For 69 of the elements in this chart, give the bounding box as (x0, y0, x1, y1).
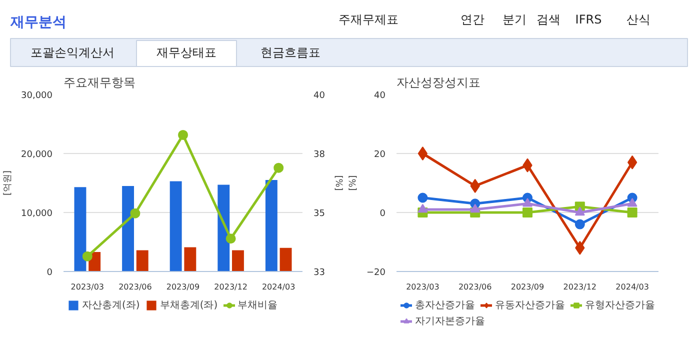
bar (218, 184, 230, 272)
x-tick-label: 2023/09 (166, 282, 200, 292)
point (418, 146, 428, 160)
legend-label: 자산총계(좌) (82, 299, 140, 312)
chart-title: 자산성장성지표 (396, 76, 480, 90)
text: 연간 (460, 12, 484, 26)
text: 검색 (536, 12, 560, 26)
point (418, 204, 428, 213)
bar (136, 250, 148, 272)
text: 주재무제표 (338, 12, 398, 26)
point (522, 208, 532, 218)
x-tick-label: 2023/03 (406, 282, 440, 292)
x-tick-label: 2023/06 (458, 282, 492, 292)
legend-label: 부채총계(좌) (160, 299, 218, 312)
y2-tick-label: 35 (314, 209, 325, 220)
text: 산식 (626, 12, 650, 26)
y-tick-label: 0 (46, 268, 53, 278)
point (418, 192, 428, 203)
point (627, 198, 638, 207)
text: 포괄손익계산서 (30, 46, 114, 60)
bar (232, 250, 244, 272)
bar (170, 181, 182, 272)
point (574, 219, 585, 230)
x-tick-label: 2024/03 (262, 282, 296, 292)
y-tick-label: 30,000 (21, 91, 53, 101)
x-tick-label: 2023/12 (563, 282, 597, 292)
x-tick-label: 2023/09 (510, 282, 544, 292)
x-tick-label: 2023/06 (118, 282, 152, 292)
bar (280, 248, 292, 272)
y2-axis-title: [%] (332, 175, 343, 191)
point (627, 155, 638, 170)
y2-tick-label: 40 (314, 91, 326, 101)
y-tick-label: 20,000 (21, 150, 53, 160)
legend-label: 유형자산증가율 (585, 299, 655, 312)
y-tick-label: −20 (366, 268, 386, 278)
text: IFRS (575, 12, 602, 26)
legend-label: 유동자산증가율 (495, 299, 565, 312)
text: 재무상태표 (156, 46, 216, 60)
x-tick-label: 2024/03 (616, 282, 649, 292)
bar (265, 180, 278, 272)
bar (74, 187, 86, 272)
point (226, 234, 236, 244)
point (82, 251, 92, 262)
x-tick-label: 2023/12 (214, 282, 248, 292)
bar (122, 186, 134, 272)
y-axis-title: [억원] (3, 170, 14, 196)
bar (184, 247, 196, 272)
y-tick-label: 40 (374, 91, 386, 101)
point (178, 130, 188, 140)
point (130, 208, 140, 218)
y-tick-label: 20 (374, 150, 386, 160)
point (627, 208, 638, 218)
point (574, 206, 585, 216)
y-tick-label: 0 (380, 209, 386, 219)
point (470, 204, 480, 213)
legend-label: 부채비율 (238, 299, 278, 312)
y2-tick-label: 38 (314, 150, 326, 160)
y-axis-title: [%] (348, 175, 359, 191)
point (522, 198, 532, 207)
legend-label: 총자산증가율 (415, 299, 475, 312)
y2-tick-label: 33 (314, 268, 325, 278)
legend-label: 자기자본증가율 (415, 315, 485, 328)
y-tick-label: 10,000 (21, 209, 53, 219)
point (274, 162, 284, 173)
x-tick-label: 2023/03 (70, 282, 104, 292)
text: 현금흐름표 (260, 46, 320, 60)
text: 분기 (502, 12, 526, 26)
chart-title: 주요재무항목 (64, 76, 136, 90)
text: 재무분석 (10, 14, 66, 30)
